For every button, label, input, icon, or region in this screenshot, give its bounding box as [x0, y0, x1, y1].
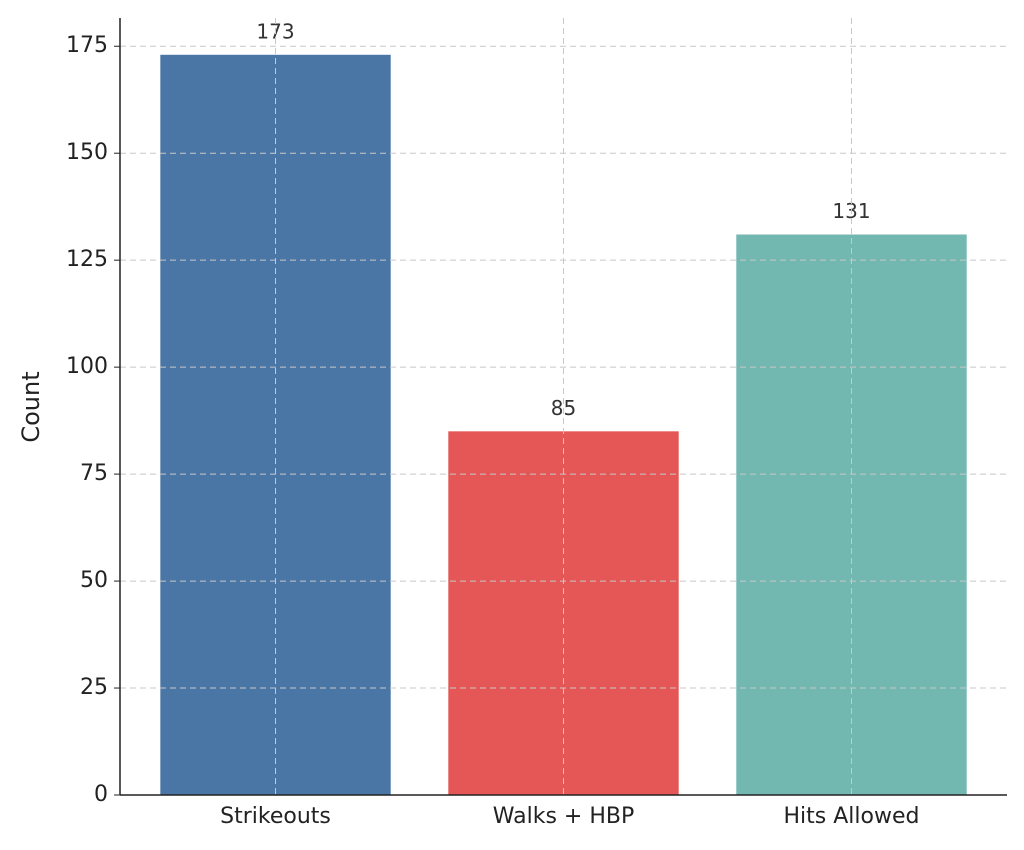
- y-tick-label: 50: [80, 568, 108, 593]
- x-tick-label: Walks + HBP: [493, 804, 634, 829]
- x-tick-label: Strikeouts: [220, 804, 331, 829]
- y-tick-label: 100: [66, 354, 108, 379]
- y-tick-label: 150: [66, 140, 108, 165]
- y-tick-label: 175: [66, 33, 108, 58]
- y-tick-label: 25: [80, 675, 108, 700]
- y-axis-label: Count: [17, 371, 45, 442]
- y-tick-label: 75: [80, 461, 108, 486]
- y-tick-label: 0: [94, 782, 108, 807]
- x-tick-label: Hits Allowed: [784, 804, 920, 829]
- y-tick-label: 125: [66, 247, 108, 272]
